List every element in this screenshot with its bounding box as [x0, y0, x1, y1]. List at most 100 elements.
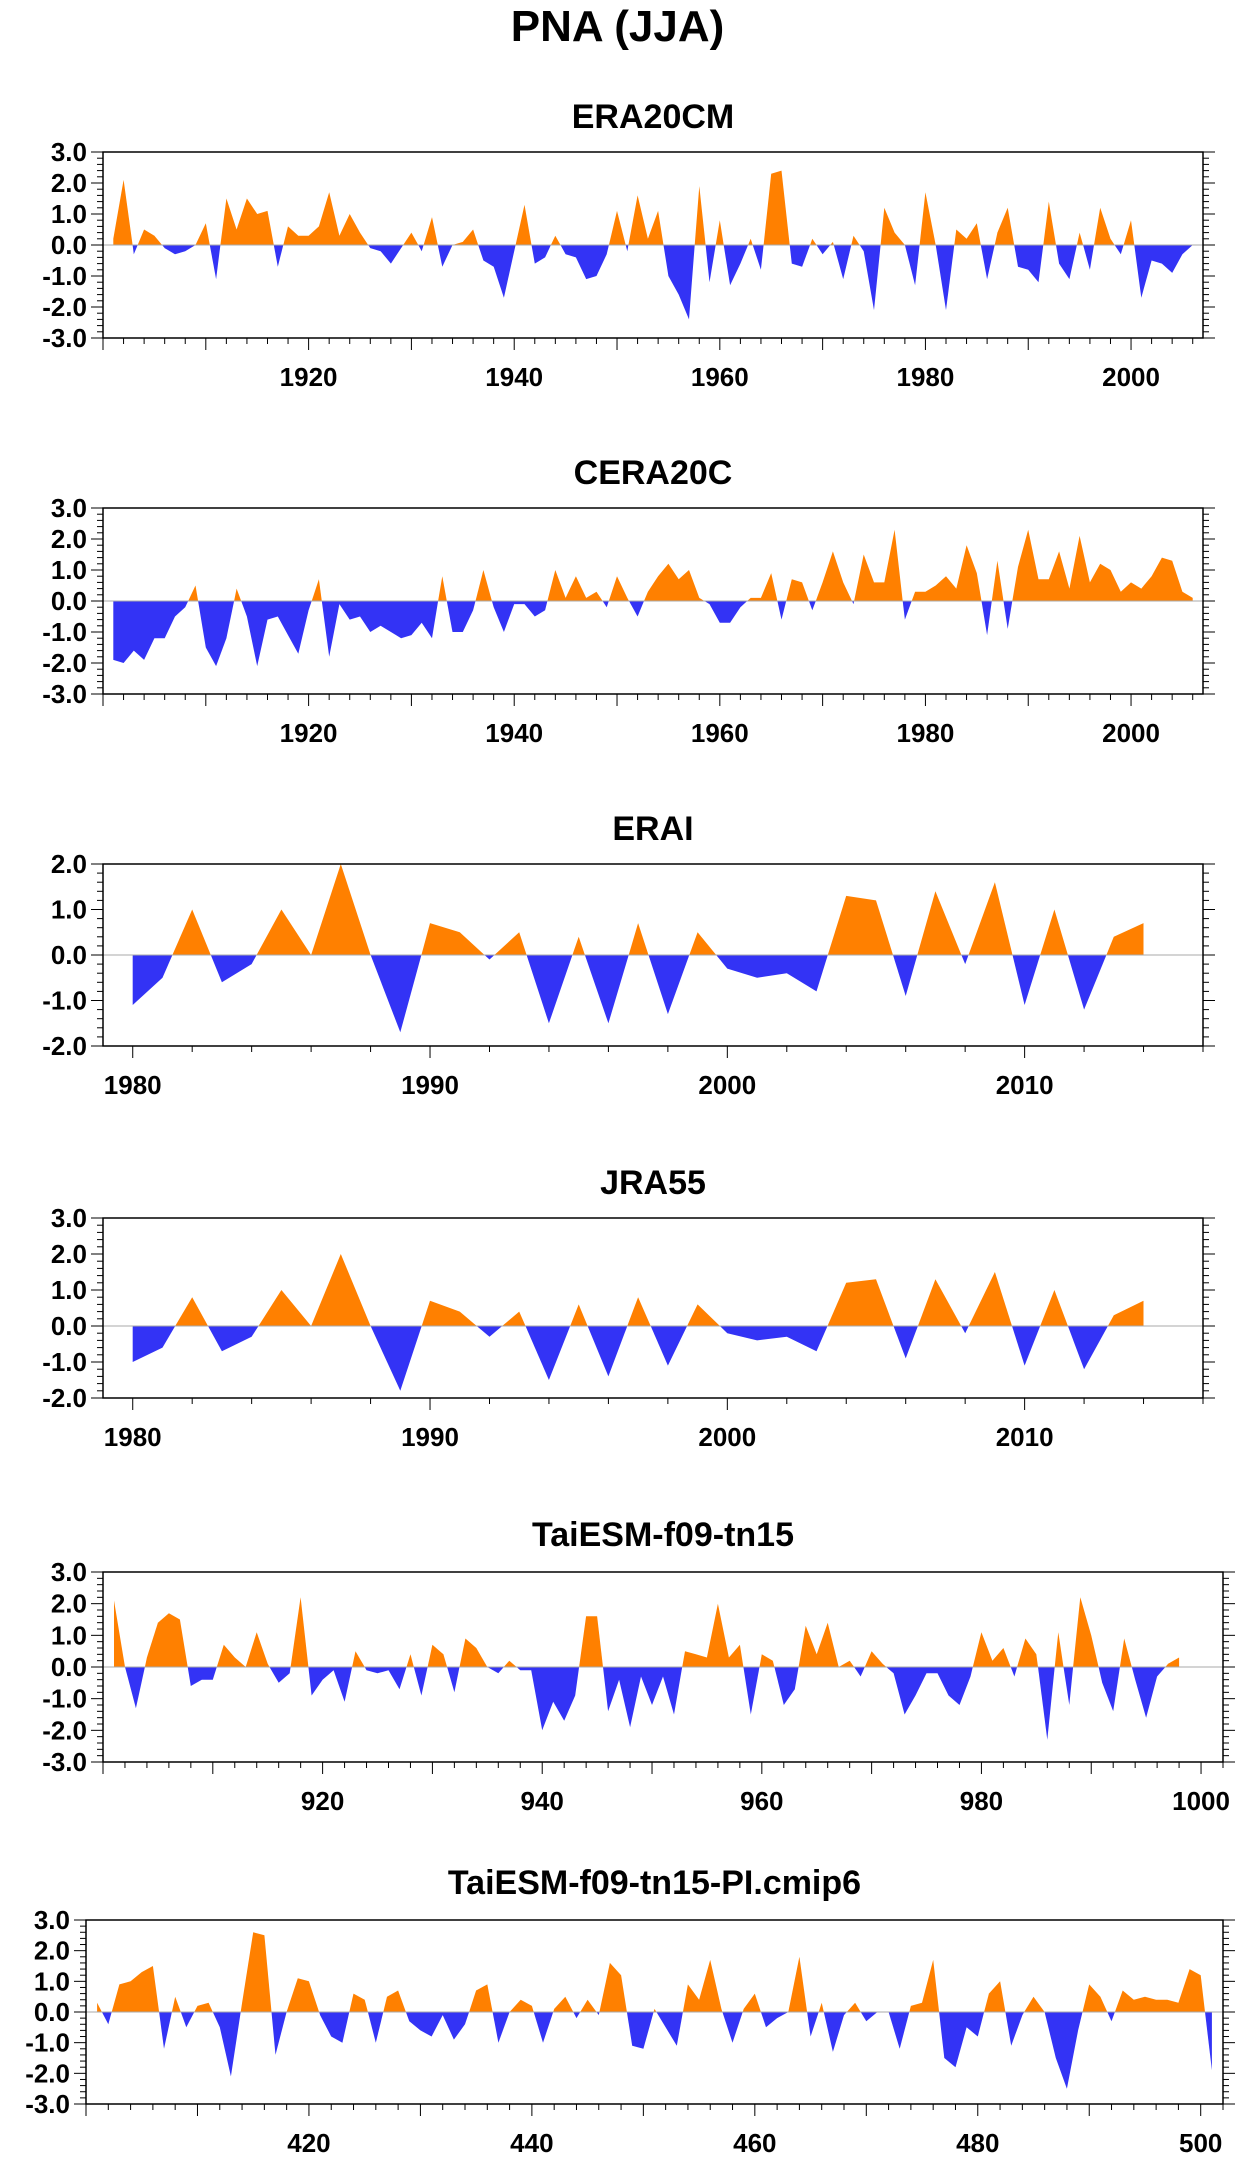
negative-anomaly-area	[980, 245, 995, 280]
negative-anomaly-area	[413, 1667, 428, 1696]
x-tick-label: 480	[956, 2128, 999, 2158]
positive-anomaly-area	[1040, 909, 1068, 955]
x-tick-label: 440	[510, 2128, 553, 2158]
negative-anomaly-area	[584, 955, 629, 1024]
chart-panel: CERA20C -3.0-2.0-1.00.01.02.03.0 1920 1940 1…	[42, 454, 1215, 748]
positive-anomaly-area	[810, 238, 817, 245]
positive-anomaly-area	[216, 1632, 270, 1667]
negative-anomaly-area	[1083, 245, 1094, 270]
negative-anomaly-area	[159, 2012, 172, 2049]
x-tick-label: 2000	[698, 1070, 756, 1100]
positive-anomaly-area	[459, 1638, 488, 1667]
y-tick-label: 2.0	[51, 1589, 87, 1619]
negative-anomaly-area	[626, 2012, 654, 2049]
positive-anomaly-area	[788, 1956, 808, 2012]
positive-anomaly-area	[1119, 1638, 1132, 1667]
y-tick-label: -1.0	[42, 986, 87, 1016]
negative-anomaly-area	[893, 955, 918, 996]
negative-anomaly-area	[886, 1667, 973, 1715]
positive-anomaly-area	[608, 210, 626, 245]
positive-anomaly-area	[687, 1304, 720, 1326]
y-tick-label: 1.0	[51, 895, 87, 925]
negative-anomaly-area	[187, 1667, 217, 1686]
positive-anomaly-area	[286, 1978, 320, 2012]
x-tick-label: 1980	[104, 1422, 162, 1452]
negative-anomaly-area	[705, 245, 716, 283]
y-tick-label: -2.0	[42, 1715, 87, 1745]
negative-anomaly-area	[1003, 601, 1013, 629]
negative-anomaly-area	[902, 601, 912, 620]
positive-anomaly-area	[515, 204, 532, 245]
positive-anomaly-area	[689, 932, 717, 955]
negative-anomaly-area	[478, 245, 516, 298]
y-tick-label: 0.0	[51, 230, 87, 260]
y-tick-label: -3.0	[42, 323, 87, 353]
positive-anomaly-area	[438, 576, 447, 601]
negative-anomaly-area	[1134, 245, 1193, 298]
negative-anomaly-area	[198, 601, 235, 667]
negative-anomaly-area	[132, 245, 138, 255]
positive-anomaly-area	[644, 563, 705, 601]
panel-title: TaiESM-f09-tn15-PI.cmip6	[448, 1864, 861, 1902]
negative-anomaly-area	[273, 245, 284, 267]
panel-title: CERA20C	[574, 454, 733, 492]
x-tick-label: 2000	[698, 1422, 756, 1452]
positive-anomaly-area	[502, 1311, 526, 1326]
panel-title: JRA55	[600, 1164, 706, 1202]
negative-anomaly-area	[364, 1667, 407, 1690]
x-tick-label: 2010	[996, 1070, 1054, 1100]
positive-anomaly-area	[137, 229, 163, 245]
y-tick-label: 1.0	[51, 555, 87, 585]
chart-panel: ERA20CM -3.0-2.0-1.00.01.02.03.0 1920 1940 1…	[42, 98, 1215, 392]
negative-anomaly-area	[893, 1326, 918, 1359]
negative-anomaly-area	[961, 955, 969, 965]
x-tick-label: 2000	[1102, 718, 1160, 748]
positive-anomaly-area	[759, 1654, 775, 1667]
negative-anomaly-area	[904, 245, 920, 286]
x-tick-label: 1980	[897, 362, 955, 392]
negative-anomaly-area	[1131, 1667, 1166, 1718]
negative-anomaly-area	[368, 245, 404, 264]
positive-anomaly-area	[991, 560, 1004, 601]
negative-anomaly-area	[1067, 1326, 1108, 1370]
positive-anomaly-area	[188, 585, 199, 601]
positive-anomaly-area	[830, 241, 834, 245]
positive-anomaly-area	[1012, 529, 1193, 601]
positive-anomaly-area	[423, 217, 438, 245]
y-tick-label: 1.0	[51, 199, 87, 229]
positive-anomaly-area	[1094, 207, 1115, 245]
negative-anomaly-area	[418, 245, 424, 252]
negative-anomaly-area	[484, 955, 495, 960]
positive-anomaly-area	[628, 923, 649, 955]
positive-anomaly-area	[547, 570, 603, 601]
positive-anomaly-area	[1106, 923, 1144, 955]
positive-anomaly-area	[290, 1597, 309, 1667]
negative-anomaly-area	[212, 2012, 241, 2077]
y-tick-label: -2.0	[25, 2058, 70, 2088]
positive-anomaly-area	[580, 1999, 597, 2012]
x-tick-label: 500	[1179, 2128, 1222, 2158]
positive-anomaly-area	[1054, 1632, 1064, 1667]
negative-anomaly-area	[113, 601, 189, 663]
negative-anomaly-area	[629, 601, 644, 617]
positive-anomaly-area	[469, 1984, 493, 2012]
negative-anomaly-area	[271, 2012, 287, 2055]
negative-anomaly-area	[789, 245, 811, 267]
positive-anomaly-area	[572, 936, 585, 955]
positive-anomaly-area	[911, 545, 982, 601]
y-tick-label: 2.0	[51, 524, 87, 554]
plot-frame	[102, 1217, 1204, 1399]
positive-anomaly-area	[909, 1959, 940, 2012]
positive-anomaly-area	[1076, 232, 1084, 245]
x-tick-label: 420	[287, 2128, 330, 2158]
figure-title: PNA (JJA)	[510, 2, 725, 51]
positive-anomaly-area	[954, 223, 981, 245]
y-tick-label: 3.0	[51, 1557, 87, 1587]
positive-anomaly-area	[553, 1996, 574, 2012]
positive-anomaly-area	[968, 882, 1013, 955]
negative-anomaly-area	[704, 601, 748, 623]
x-tick-label: 2000	[1102, 362, 1160, 392]
positive-anomaly-area	[509, 1999, 534, 2012]
positive-anomaly-area	[919, 192, 936, 245]
